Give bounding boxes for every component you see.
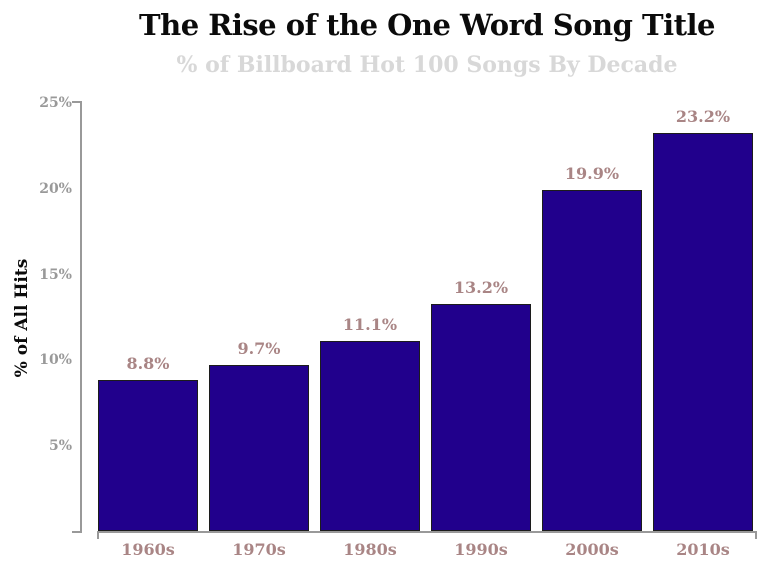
bar-2000s: [542, 189, 642, 531]
chart-subtitle: % of Billboard Hot 100 Songs By Decade: [176, 52, 678, 78]
bar-1970s: [209, 364, 309, 531]
y-tick-label-20%: 20%: [39, 180, 72, 197]
x-tick-label-1960s: 1960s: [121, 540, 175, 559]
y-axis-bottom-cap: [72, 531, 82, 533]
bar-value-label-2010s: 23.2%: [675, 106, 731, 126]
x-axis-left-cap: [97, 531, 99, 539]
x-axis-right-cap: [755, 531, 757, 539]
bar-value-label-2000s: 19.9%: [564, 163, 620, 183]
bar-1990s: [431, 304, 531, 531]
chart-title: The Rise of the One Word Song Title: [139, 8, 715, 42]
x-tick-label-1990s: 1990s: [454, 540, 508, 559]
y-tick-label-15%: 15%: [39, 266, 72, 283]
x-tick-label-1970s: 1970s: [232, 540, 286, 559]
bar-1980s: [320, 340, 420, 531]
bar-value-label-1960s: 8.8%: [126, 353, 170, 373]
y-axis-top-cap: [72, 101, 82, 103]
y-tick-label-5%: 5%: [48, 438, 72, 455]
bar-value-label-1980s: 11.1%: [342, 314, 398, 334]
y-tick-label-10%: 10%: [39, 352, 72, 369]
bar-1960s: [98, 379, 198, 531]
bar-value-label-1990s: 13.2%: [453, 278, 509, 298]
y-axis-line: [80, 101, 82, 533]
bar-value-label-1970s: 9.7%: [237, 338, 281, 358]
x-tick-label-2000s: 2000s: [565, 540, 619, 559]
x-tick-label-1980s: 1980s: [343, 540, 397, 559]
x-tick-label-2010s: 2010s: [676, 540, 730, 559]
x-axis-line: [97, 531, 757, 533]
y-tick-label-25%: 25%: [39, 95, 72, 111]
bar-2010s: [653, 132, 753, 531]
